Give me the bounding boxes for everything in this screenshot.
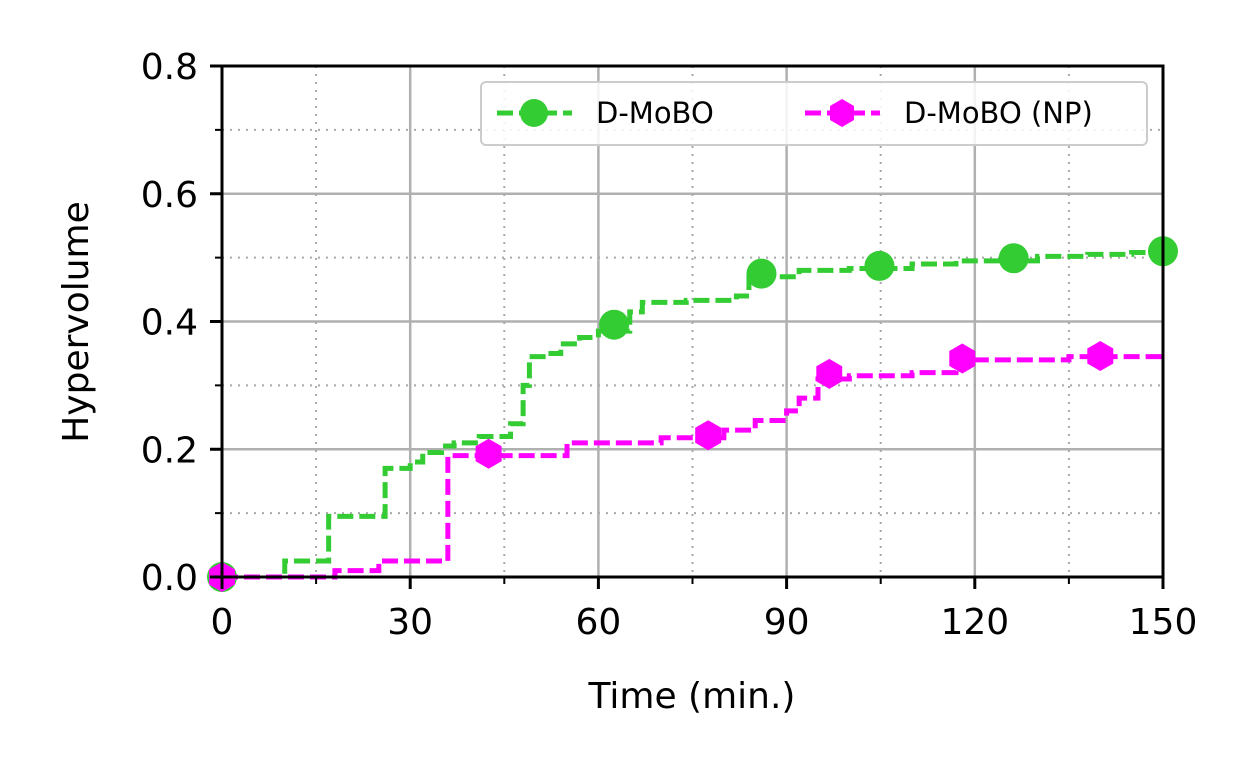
data-point <box>475 438 502 469</box>
legend-marker-d-mobo-np <box>830 99 854 127</box>
ticks: 0 30 60 90 120 150 0.0 0.2 0.4 0.6 0.8 <box>141 47 1198 643</box>
legend-marker-d-mobo <box>520 99 548 127</box>
data-point <box>1087 341 1114 371</box>
legend-label-d-mobo-np: D-MoBO (NP) <box>904 96 1093 130</box>
series-1 <box>209 341 1163 592</box>
x-tick-label: 30 <box>387 602 433 643</box>
y-tick-label: 0.0 <box>141 558 198 599</box>
series-line <box>222 354 1163 580</box>
data-point <box>695 420 722 451</box>
y-axis-label: Hypervolume <box>56 201 97 443</box>
x-tick-label: 90 <box>764 602 810 643</box>
data-point <box>949 343 976 374</box>
y-tick-label: 0.4 <box>141 303 198 344</box>
data-point <box>998 243 1029 274</box>
x-tick-label: 60 <box>575 602 621 643</box>
x-tick-label: 150 <box>1129 602 1198 643</box>
legend-label-d-mobo: D-MoBO <box>596 96 714 130</box>
y-tick-label: 0.8 <box>141 47 198 88</box>
data-point <box>864 250 895 281</box>
x-axis-label: Time (min.) <box>588 676 796 717</box>
data-point <box>746 258 777 289</box>
legend: D-MoBO D-MoBO (NP) <box>480 81 1148 146</box>
x-tick-label: 0 <box>211 602 234 643</box>
series-line <box>222 250 1163 580</box>
y-tick-label: 0.2 <box>141 430 198 471</box>
x-tick-label: 120 <box>940 602 1009 643</box>
data-point <box>599 309 630 340</box>
data-point <box>816 358 843 389</box>
y-tick-label: 0.6 <box>141 175 198 216</box>
